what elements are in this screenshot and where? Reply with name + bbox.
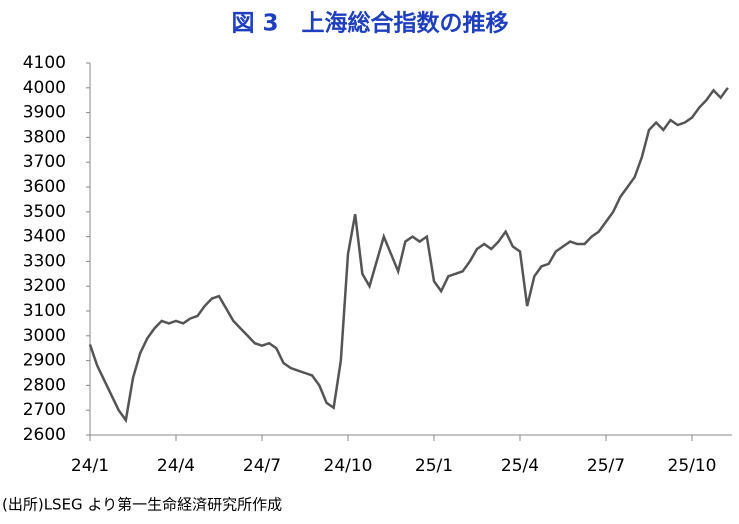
y-tick-label: 4000 bbox=[23, 78, 66, 98]
x-tick-label: 24/1 bbox=[71, 456, 109, 476]
y-tick-label: 2600 bbox=[23, 425, 66, 445]
y-tick-label: 4100 bbox=[23, 53, 66, 73]
y-tick-label: 3700 bbox=[23, 152, 66, 172]
y-tick-label: 2900 bbox=[23, 351, 66, 371]
y-tick-label: 3200 bbox=[23, 276, 66, 296]
y-tick-label: 3300 bbox=[23, 251, 66, 271]
y-tick-label: 2800 bbox=[23, 375, 66, 395]
x-tick-label: 25/7 bbox=[587, 456, 625, 476]
y-tick-label: 3600 bbox=[23, 177, 66, 197]
index-line bbox=[88, 87, 729, 424]
x-tick-label: 25/4 bbox=[501, 456, 539, 476]
x-tick-label: 24/7 bbox=[243, 456, 281, 476]
x-tick-label: 24/4 bbox=[157, 456, 195, 476]
y-tick-label: 3100 bbox=[23, 301, 66, 321]
x-tick-label: 24/10 bbox=[324, 456, 373, 476]
y-tick-label: 3900 bbox=[23, 103, 66, 123]
x-tick-label: 25/10 bbox=[668, 456, 717, 476]
source-note: (出所)LSEG より第一生命経済研究所作成 bbox=[2, 496, 282, 514]
y-tick-label: 3800 bbox=[23, 127, 66, 147]
chart-title: 図 3 上海総合指数の推移 bbox=[231, 10, 508, 37]
y-tick-label: 2700 bbox=[23, 400, 66, 420]
y-tick-label: 3500 bbox=[23, 202, 66, 222]
y-tick-label: 3000 bbox=[23, 326, 66, 346]
y-tick-label: 3400 bbox=[23, 227, 66, 247]
x-tick-label: 25/1 bbox=[415, 456, 453, 476]
